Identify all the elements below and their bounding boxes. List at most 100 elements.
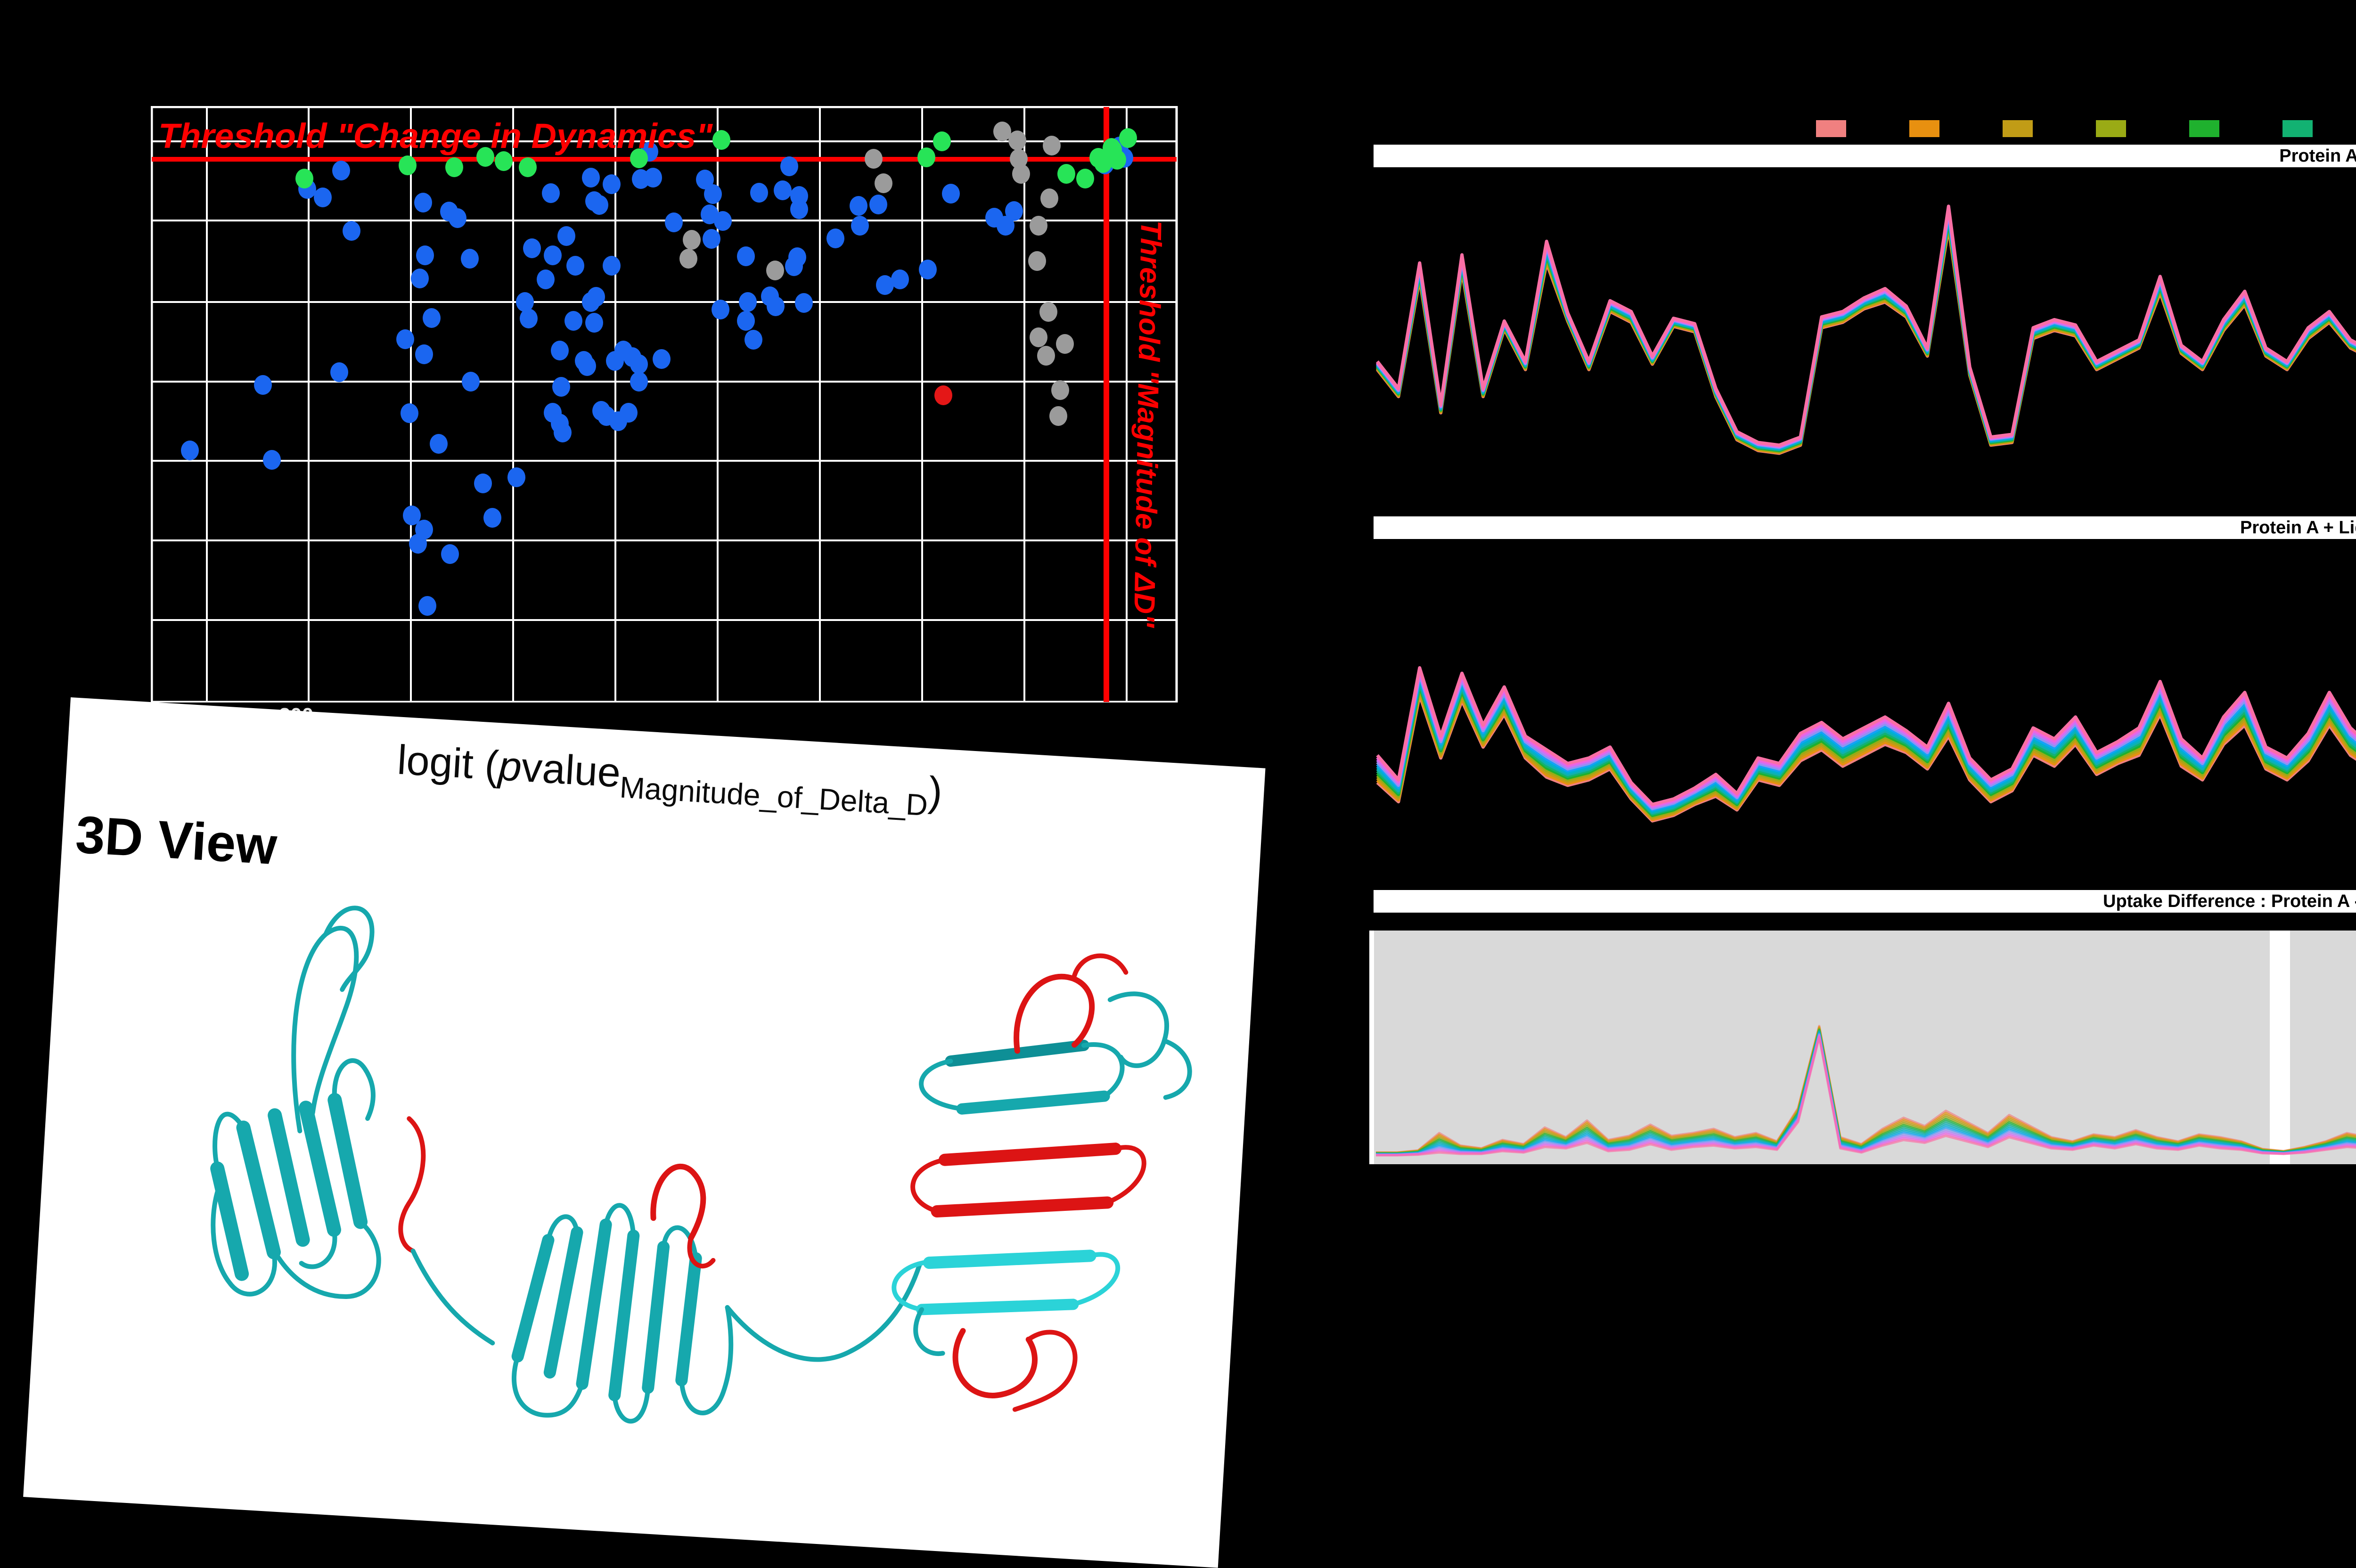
uptake-series-3[interactable] xyxy=(1376,222,2356,454)
volcano-point-gray[interactable] xyxy=(1037,346,1055,366)
volcano-canvas[interactable] xyxy=(151,106,1178,702)
volcano-point-blue[interactable] xyxy=(523,238,541,258)
legend-swatch-3[interactable] xyxy=(2003,120,2033,137)
uptake-series-10[interactable] xyxy=(1376,210,2356,449)
volcano-point-blue[interactable] xyxy=(544,403,562,423)
volcano-point-blue[interactable] xyxy=(441,544,459,564)
volcano-point-blue[interactable] xyxy=(606,351,624,371)
uptake-series-7[interactable] xyxy=(1376,215,2356,451)
volcano-point-blue[interactable] xyxy=(737,311,755,331)
uptake-series-5[interactable] xyxy=(1376,623,2356,817)
volcano-point-green[interactable] xyxy=(495,151,513,171)
volcano-point-blue[interactable] xyxy=(409,534,427,554)
volcano-point-gray[interactable] xyxy=(1008,131,1026,150)
uptake-series-6[interactable] xyxy=(1376,621,2356,816)
volcano-point-blue[interactable] xyxy=(630,372,648,392)
volcano-point-gray[interactable] xyxy=(1040,188,1058,208)
volcano-point-blue[interactable] xyxy=(644,168,662,188)
volcano-point-blue[interactable] xyxy=(462,372,480,392)
volcano-point-blue[interactable] xyxy=(942,184,960,204)
volcano-point-blue[interactable] xyxy=(790,199,808,219)
volcano-point-green[interactable] xyxy=(712,130,730,150)
legend-swatch-4[interactable] xyxy=(2096,120,2126,137)
volcano-point-blue[interactable] xyxy=(552,377,570,397)
volcano-point-blue[interactable] xyxy=(461,249,479,269)
volcano-point-blue[interactable] xyxy=(551,341,569,360)
volcano-point-blue[interactable] xyxy=(850,196,867,216)
uptake-series-13[interactable] xyxy=(1376,1036,2356,1157)
volcano-point-blue[interactable] xyxy=(449,208,466,228)
volcano-point-blue[interactable] xyxy=(795,293,813,313)
volcano-point-gray[interactable] xyxy=(1043,136,1061,155)
volcano-point-blue[interactable] xyxy=(703,229,720,249)
volcano-point-blue[interactable] xyxy=(254,375,272,395)
volcano-point-blue[interactable] xyxy=(891,270,909,289)
volcano-point-blue[interactable] xyxy=(603,174,621,194)
volcano-point-blue[interactable] xyxy=(696,170,714,189)
volcano-point-blue[interactable] xyxy=(414,193,432,212)
legend-swatch-2[interactable] xyxy=(1909,120,1939,137)
volcano-point-gray[interactable] xyxy=(1056,334,1074,354)
volcano-point-blue[interactable] xyxy=(396,329,414,349)
volcano-point-blue[interactable] xyxy=(590,195,608,215)
volcano-point-blue[interactable] xyxy=(544,245,562,265)
volcano-point-blue[interactable] xyxy=(582,292,600,312)
uptake-series-2[interactable] xyxy=(1376,224,2356,455)
volcano-point-gray[interactable] xyxy=(1012,164,1030,184)
uptake-series-7[interactable] xyxy=(1376,619,2356,815)
volcano-point-blue[interactable] xyxy=(744,330,762,350)
volcano-point-blue[interactable] xyxy=(665,212,683,232)
volcano-point-blue[interactable] xyxy=(542,183,560,203)
volcano-point-blue[interactable] xyxy=(263,450,281,470)
volcano-point-green[interactable] xyxy=(445,157,463,177)
volcano-point-blue[interactable] xyxy=(330,362,348,382)
volcano-point-blue[interactable] xyxy=(876,275,894,295)
uptake-chart-protein-a[interactable] xyxy=(1374,167,2356,516)
uptake-series-3[interactable] xyxy=(1376,628,2356,820)
volcano-point-gray[interactable] xyxy=(1028,251,1046,271)
volcano-point-blue[interactable] xyxy=(411,269,429,288)
3d-view-panel[interactable]: logit (pvalueMagnitude_of_Delta_D) 3D Vi… xyxy=(23,697,1266,1568)
volcano-point-blue[interactable] xyxy=(919,260,937,279)
volcano-point-blue[interactable] xyxy=(416,245,434,265)
volcano-point-gray[interactable] xyxy=(1049,406,1067,426)
volcano-point-blue[interactable] xyxy=(997,216,1014,236)
volcano-point-blue[interactable] xyxy=(516,292,534,312)
volcano-point-green[interactable] xyxy=(1057,164,1075,184)
volcano-point-blue[interactable] xyxy=(826,229,844,248)
legend-swatch-5[interactable] xyxy=(2189,120,2219,137)
volcano-point-blue[interactable] xyxy=(554,423,572,442)
volcano-point-red[interactable] xyxy=(934,385,952,405)
volcano-point-gray[interactable] xyxy=(683,230,701,250)
volcano-point-blue[interactable] xyxy=(750,183,768,203)
uptake-series-4[interactable] xyxy=(1376,626,2356,818)
legend-swatch-1[interactable] xyxy=(1816,120,1846,137)
uptake-series-11[interactable] xyxy=(1376,208,2356,449)
volcano-point-blue[interactable] xyxy=(1005,201,1023,221)
volcano-point-blue[interactable] xyxy=(712,300,729,319)
volcano-point-blue[interactable] xyxy=(332,161,350,180)
volcano-point-green[interactable] xyxy=(630,148,648,168)
volcano-point-blue[interactable] xyxy=(578,356,596,376)
volcano-point-green[interactable] xyxy=(476,147,494,167)
volcano-point-green[interactable] xyxy=(1119,128,1137,148)
volcano-point-blue[interactable] xyxy=(507,467,525,487)
volcano-point-gray[interactable] xyxy=(1010,149,1028,169)
volcano-point-blue[interactable] xyxy=(423,308,441,328)
volcano-point-blue[interactable] xyxy=(851,216,869,236)
volcano-point-gray[interactable] xyxy=(1030,216,1047,236)
uptake-series-8[interactable] xyxy=(1376,616,2356,813)
volcano-point-blue[interactable] xyxy=(557,226,575,246)
volcano-point-blue[interactable] xyxy=(597,406,615,426)
volcano-point-gray[interactable] xyxy=(993,122,1011,141)
volcano-point-blue[interactable] xyxy=(774,180,792,200)
volcano-point-green[interactable] xyxy=(1103,138,1121,158)
volcano-point-blue[interactable] xyxy=(739,292,757,312)
uptake-series-9[interactable] xyxy=(1376,614,2356,812)
volcano-point-gray[interactable] xyxy=(1039,302,1057,322)
uptake-series-13[interactable] xyxy=(1376,605,2356,806)
uptake-chart-protein-a-ligand[interactable] xyxy=(1374,540,2356,889)
protein-ribbon[interactable] xyxy=(123,858,1242,1558)
volcano-point-blue[interactable] xyxy=(653,349,671,369)
volcano-point-blue[interactable] xyxy=(767,296,785,316)
